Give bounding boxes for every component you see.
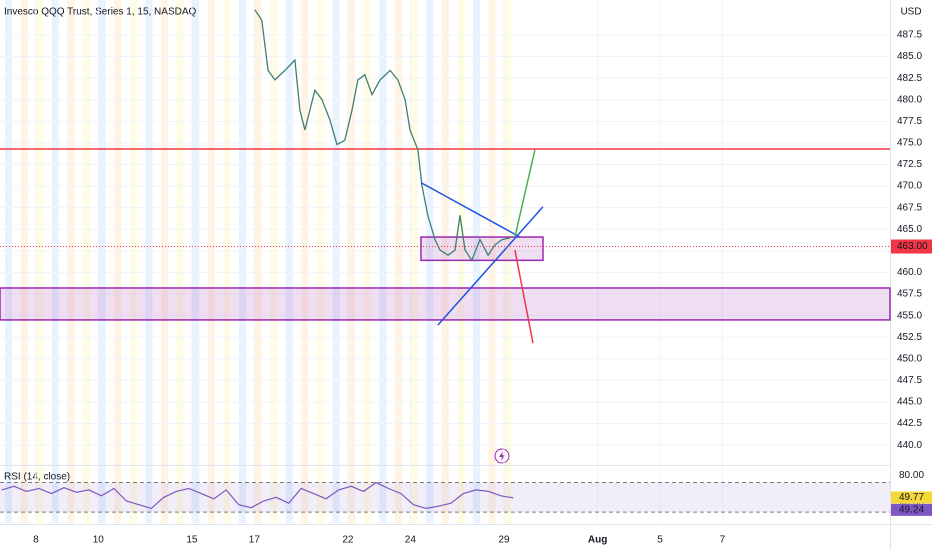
- session-stripe: [410, 0, 418, 523]
- x-tick-label: 24: [405, 535, 417, 546]
- y-tick-label: 477.5: [897, 116, 922, 127]
- trend-line: [514, 149, 536, 238]
- trend-line: [437, 206, 544, 326]
- session-stripe: [317, 0, 324, 523]
- session-stripe: [254, 0, 262, 523]
- zone: [0, 287, 891, 321]
- x-tick-label: 7: [720, 535, 726, 546]
- y-tick-label: 485.0: [897, 51, 922, 62]
- session-stripe: [457, 0, 465, 523]
- x-tick-label: 5: [657, 535, 663, 546]
- session-stripe: [270, 0, 278, 523]
- y-tick-label: 450.0: [897, 353, 922, 364]
- price-line: [254, 9, 511, 262]
- session-stripe: [67, 0, 75, 523]
- currency: USD: [900, 7, 921, 18]
- y-tick-label: 475.0: [897, 138, 922, 149]
- x-tick-label: Aug: [588, 535, 607, 546]
- session-stripe: [395, 0, 402, 523]
- x-tick-label: 10: [93, 535, 105, 546]
- rsi-label: RSI (14, close): [4, 472, 70, 483]
- session-stripe: [51, 0, 59, 523]
- y-tick-label: 470.0: [897, 181, 922, 192]
- session-stripe: [176, 0, 184, 523]
- trend-line: [514, 249, 534, 344]
- session-stripe: [207, 0, 215, 523]
- current-price-label: 463.00: [897, 241, 928, 252]
- session-stripe: [161, 0, 168, 523]
- y-tick-label: 472.5: [897, 159, 922, 170]
- session-stripe: [145, 0, 153, 523]
- session-stripe: [5, 0, 12, 523]
- session-stripe: [192, 0, 200, 523]
- x-tick-label: 8: [33, 535, 39, 546]
- y-tick-label: 447.5: [897, 375, 922, 386]
- session-stripe: [488, 0, 496, 523]
- session-stripe: [504, 0, 512, 523]
- y-tick-label: 480.0: [897, 94, 922, 105]
- y-tick-label: 460.0: [897, 267, 922, 278]
- rsi-last-tag: [891, 503, 932, 516]
- trend-line: [420, 181, 521, 238]
- session-stripe: [426, 0, 434, 523]
- rsi-ma-label: 49.77: [899, 492, 924, 503]
- session-stripe: [473, 0, 480, 523]
- session-stripe: [20, 0, 28, 523]
- session-stripe: [348, 0, 356, 523]
- y-tick-label: 467.5: [897, 202, 922, 213]
- session-stripe: [98, 0, 106, 523]
- y-tick-label: 455.0: [897, 310, 922, 321]
- y-tick-label: 452.5: [897, 332, 922, 343]
- session-stripe: [332, 0, 340, 523]
- y-tick-label: 440.0: [897, 440, 922, 451]
- rsi-line: [1, 481, 514, 510]
- session-stripe: [441, 0, 449, 523]
- rsi-band-fill: [0, 482, 890, 513]
- session-stripe: [114, 0, 122, 523]
- session-stripe: [379, 0, 387, 523]
- session-stripe: [363, 0, 371, 523]
- session-stripes: [5, 0, 512, 523]
- rsi-last-label: 49.24: [899, 505, 924, 516]
- session-stripe: [239, 0, 246, 523]
- session-stripe: [285, 0, 293, 523]
- chart-title: Invesco QQQ Trust, Series 1, 15, NASDAQ: [4, 7, 197, 18]
- session-stripe: [301, 0, 309, 523]
- current-price-tag: [891, 239, 932, 254]
- rsi-tick-label: 80.00: [899, 470, 924, 481]
- x-tick-label: 17: [249, 535, 261, 546]
- rsi-ma-tag: [891, 491, 932, 504]
- session-stripe: [223, 0, 231, 523]
- event-bolt: [499, 451, 505, 461]
- x-tick-label: 22: [342, 535, 354, 546]
- y-tick-label: 442.5: [897, 418, 922, 429]
- y-tick-label: 465.0: [897, 224, 922, 235]
- x-tick-label: 29: [498, 535, 510, 546]
- y-tick-label: 457.5: [897, 289, 922, 300]
- zone: [420, 236, 544, 262]
- session-stripe: [129, 0, 137, 523]
- session-stripe: [83, 0, 90, 523]
- session-stripe: [36, 0, 44, 523]
- y-tick-label: 487.5: [897, 30, 922, 41]
- x-tick-label: 15: [186, 535, 198, 546]
- y-tick-label: 445.0: [897, 397, 922, 408]
- y-tick-label: 482.5: [897, 73, 922, 84]
